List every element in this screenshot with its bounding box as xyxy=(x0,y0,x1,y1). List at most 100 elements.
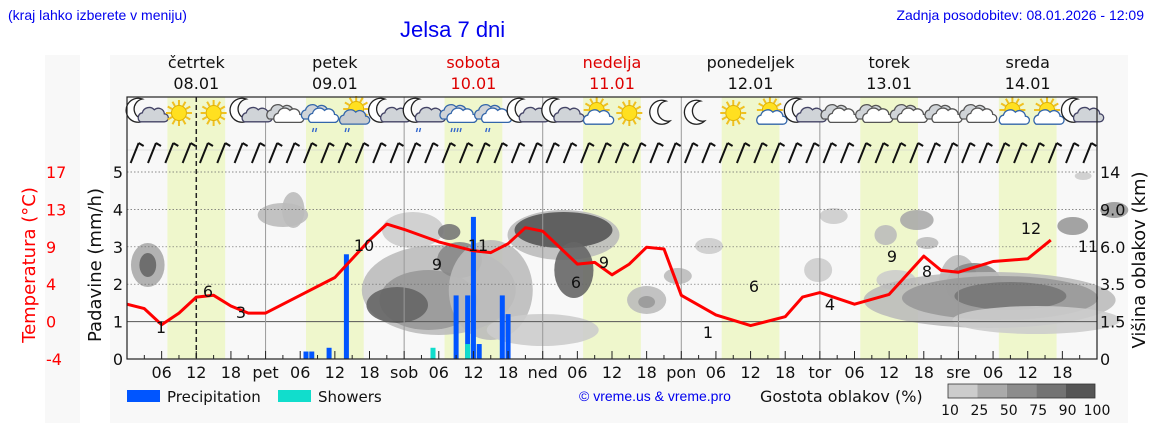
time-axis-tick: 12 xyxy=(186,363,206,382)
day-date: 10.01 xyxy=(451,74,497,93)
time-axis-tick: 06 xyxy=(844,363,864,382)
temperature-label: 9 xyxy=(887,247,897,266)
cloud-patch xyxy=(695,238,723,254)
moon-cloud-icon xyxy=(125,97,169,123)
precipitation-bar xyxy=(326,347,332,359)
cloudy-icon xyxy=(820,104,859,124)
temp-axis-tick: 0 xyxy=(46,313,56,332)
cloud-rain-icon xyxy=(474,104,513,133)
cloudy-icon xyxy=(889,104,929,124)
temperature-label: 6 xyxy=(203,282,213,301)
time-axis-tick: pon xyxy=(666,363,696,382)
credit-link[interactable]: © vreme.us & vreme.pro xyxy=(579,388,731,404)
time-axis-tick: 12 xyxy=(1018,363,1038,382)
showers-swatch xyxy=(278,390,311,402)
cloud-density-label: Gostota oblakov (%) xyxy=(760,387,923,406)
temperature-label: 1 xyxy=(703,323,713,342)
wind-barb-icon xyxy=(545,142,556,164)
showers-bar xyxy=(430,347,436,359)
sun-icon xyxy=(200,100,227,126)
showers-legend-label: Showers xyxy=(318,388,382,406)
cloud-patch xyxy=(437,224,461,240)
day-date: 12.01 xyxy=(728,74,774,93)
sun-cloud-icon xyxy=(998,97,1031,125)
cloud-patch xyxy=(382,212,444,248)
temp-axis-tick: 9 xyxy=(46,238,56,257)
cloud-density-tick: 100 xyxy=(1084,403,1111,419)
time-axis-tick: 18 xyxy=(775,363,795,382)
temp-axis-tick: 4 xyxy=(46,275,56,294)
precipitation-bar xyxy=(309,351,315,359)
day-name: četrtek xyxy=(168,53,226,72)
moon-cloud-rain-icon xyxy=(402,97,447,133)
wind-barb-icon xyxy=(787,142,798,164)
wind-barb-icon xyxy=(666,142,677,164)
precip-axis-tick: 2 xyxy=(113,275,123,294)
temperature-label: 11 xyxy=(1078,237,1098,256)
cloud-heavy-rain-icon xyxy=(439,104,478,133)
wind-barb-icon xyxy=(735,142,746,164)
temperature-label: 6 xyxy=(749,277,759,296)
wind-barb-icon xyxy=(216,142,227,164)
temperature-label: 12 xyxy=(1021,219,1041,238)
day-date: 14.01 xyxy=(1005,74,1051,93)
cloud-height-tick: 9.0 xyxy=(1100,200,1125,219)
time-axis-tick: 06 xyxy=(290,363,310,382)
precip-axis-tick: 0 xyxy=(113,350,123,369)
wind-barb-icon xyxy=(632,142,642,164)
precipitation-swatch xyxy=(127,390,160,402)
wind-barb-icon xyxy=(510,142,521,164)
cloud-patch xyxy=(1100,202,1129,218)
wind-barb-icon xyxy=(476,142,487,164)
cloud-patch xyxy=(954,282,1067,310)
day-name: petek xyxy=(312,53,358,72)
time-axis-tick: 12 xyxy=(602,363,622,382)
cloudy-icon xyxy=(924,104,963,124)
time-axis-tick: 12 xyxy=(740,363,760,382)
wind-barb-icon xyxy=(943,142,954,164)
day-date: 08.01 xyxy=(173,74,219,93)
precipitation-bar xyxy=(453,295,459,359)
cloud-density-swatch xyxy=(977,384,1007,398)
sun-cloud-icon xyxy=(1033,97,1065,125)
cloud-density-tick: 50 xyxy=(1000,403,1018,419)
wind-barb-icon xyxy=(458,142,469,164)
time-axis-tick: 12 xyxy=(325,363,345,382)
wind-barb-icon xyxy=(978,142,989,164)
cloud-density-swatch xyxy=(1006,384,1037,398)
cloud-density-swatch xyxy=(948,384,978,398)
last-updated: Zadnja posodobitev: 08.01.2026 - 12:09 xyxy=(896,7,1144,23)
temperature-label: 11 xyxy=(468,236,488,255)
precipitation-bar xyxy=(499,295,505,359)
time-axis-tick: ned xyxy=(528,363,558,382)
time-axis-tick: 06 xyxy=(567,363,587,382)
precipitation-bar xyxy=(465,295,471,359)
moon-icon xyxy=(649,99,673,125)
cloud-patch xyxy=(366,287,429,323)
precipitation-bar xyxy=(470,216,476,359)
wind-barb-icon xyxy=(926,142,937,164)
sun-cloud-icon xyxy=(756,97,788,125)
wind-barb-icon xyxy=(891,142,902,164)
cloud-rain-icon xyxy=(300,104,340,133)
wind-barb-icon xyxy=(770,142,781,164)
temperature-label: 1 xyxy=(156,318,166,337)
day-date: 09.01 xyxy=(312,74,358,93)
cloud-patch xyxy=(638,296,656,308)
wind-barb-icon xyxy=(233,142,244,164)
wind-barb-icon xyxy=(268,142,279,164)
day-name: nedelja xyxy=(583,53,642,72)
wind-barb-icon xyxy=(389,142,400,164)
sun-cloud-icon xyxy=(582,97,615,125)
wind-barb-icon xyxy=(822,142,833,164)
cloud-density-tick: 10 xyxy=(941,403,959,419)
weather-icons xyxy=(125,96,1105,133)
cloud-density-swatch xyxy=(1065,384,1095,398)
cloud-density-tick: 90 xyxy=(1059,403,1077,419)
temperature-line xyxy=(126,222,1052,328)
precipitation-bars xyxy=(303,216,511,359)
wind-barb-icon xyxy=(753,142,764,164)
showers-bar xyxy=(465,344,471,359)
